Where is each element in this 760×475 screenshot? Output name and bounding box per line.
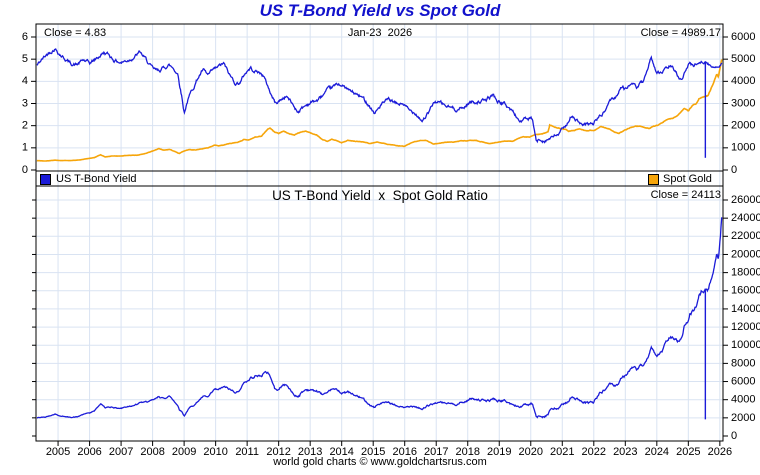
axis-tick-label: 22000 <box>731 230 760 242</box>
axis-tick-label: 2 <box>22 120 28 132</box>
axis-tick-label: 6 <box>22 31 28 43</box>
ratio-line <box>36 217 723 419</box>
axis-tick-label: 2016 <box>392 446 416 458</box>
axis-tick-label: 0 <box>731 430 737 442</box>
page-title: US T-Bond Yield vs Spot Gold <box>259 1 501 20</box>
axis-tick-label: 2017 <box>424 446 448 458</box>
axis-tick-label: 5 <box>22 53 28 65</box>
axis-tick-label: 2014 <box>329 446 353 458</box>
axis-tick-label: 2025 <box>676 446 700 458</box>
axis-tick-label: 2007 <box>109 446 133 458</box>
gold-legend-swatch <box>648 174 659 185</box>
axis-tick-label: 2026 <box>708 446 732 458</box>
axis-tick-label: 2022 <box>582 446 606 458</box>
axis-ticks <box>31 36 728 446</box>
bottom-panel-border <box>35 185 724 442</box>
axis-tick-label: 1 <box>22 142 28 154</box>
axis-tick-label: 2020 <box>519 446 543 458</box>
axis-tick-label: 10000 <box>731 339 760 351</box>
top-panel-border <box>35 23 724 172</box>
axis-tick-label: 2021 <box>550 446 574 458</box>
axis-tick-label: 16000 <box>731 285 760 297</box>
gold-legend-label: Spot Gold <box>663 173 712 185</box>
axis-tick-label: 6000 <box>731 31 755 43</box>
gold-close-value: Close = 4989.17 <box>640 27 721 39</box>
axis-tick-label: 4000 <box>731 75 755 87</box>
axis-tick-label: 5000 <box>731 53 755 65</box>
copyright-credit: world gold charts © www.goldchartsrus.co… <box>273 456 487 468</box>
axis-tick-labels: 0 1 2 3 4 5 6 0 1000 2000 3000 4000 5000 6000 0 2000 400… <box>22 31 760 458</box>
axis-tick-label: 2008 <box>140 446 164 458</box>
axis-tick-label: 3 <box>22 97 28 109</box>
axis-tick-label: 2011 <box>235 446 259 458</box>
axis-tick-label: 2009 <box>172 446 196 458</box>
last-date-label: Jan-23 2026 <box>347 27 413 39</box>
axis-tick-label: 2013 <box>298 446 322 458</box>
axis-tick-label: 1000 <box>731 142 755 154</box>
axis-tick-label: 8000 <box>731 357 755 369</box>
axis-tick-label: 0 <box>22 164 28 176</box>
axis-tick-label: 6000 <box>731 375 755 387</box>
axis-tick-label: 18000 <box>731 267 760 279</box>
panel-borders <box>35 23 724 442</box>
axis-tick-label: 2012 <box>266 446 290 458</box>
axis-tick-label: 2000 <box>731 120 755 132</box>
axis-tick-label: 4000 <box>731 394 755 406</box>
axis-tick-label: 4 <box>22 75 28 87</box>
axis-tick-label: 20000 <box>731 248 760 260</box>
axis-tick-label: 0 <box>731 164 737 176</box>
ratio-panel-title: US T-Bond Yield x Spot Gold Ratio <box>272 188 488 203</box>
data-lines <box>36 48 723 420</box>
axis-tick-label: 2000 <box>731 412 755 424</box>
axis-tick-label: 24000 <box>731 212 760 224</box>
axis-tick-label: 3000 <box>731 97 755 109</box>
axis-tick-label: 14000 <box>731 303 760 315</box>
axis-tick-label: 2015 <box>361 446 385 458</box>
axis-tick-label: 12000 <box>731 321 760 333</box>
bond-yield-line <box>36 48 723 144</box>
axis-tick-label: 2019 <box>487 446 511 458</box>
ratio-close-value: Close = 24113 <box>650 189 721 201</box>
axis-tick-label: 2018 <box>455 446 479 458</box>
axis-tick-label: 26000 <box>731 194 760 206</box>
bond-close-value: Close = 4.83 <box>44 27 107 39</box>
bond-legend-label: US T-Bond Yield <box>56 173 137 185</box>
axis-tick-label: 2024 <box>645 446 669 458</box>
axis-tick-label: 2006 <box>77 446 101 458</box>
axis-tick-label: 2023 <box>613 446 637 458</box>
bond-legend-swatch <box>40 174 51 185</box>
axis-tick-label: 2005 <box>46 446 70 458</box>
spot-gold-line <box>36 59 723 162</box>
axis-tick-label: 2010 <box>203 446 227 458</box>
gridlines <box>36 24 723 441</box>
